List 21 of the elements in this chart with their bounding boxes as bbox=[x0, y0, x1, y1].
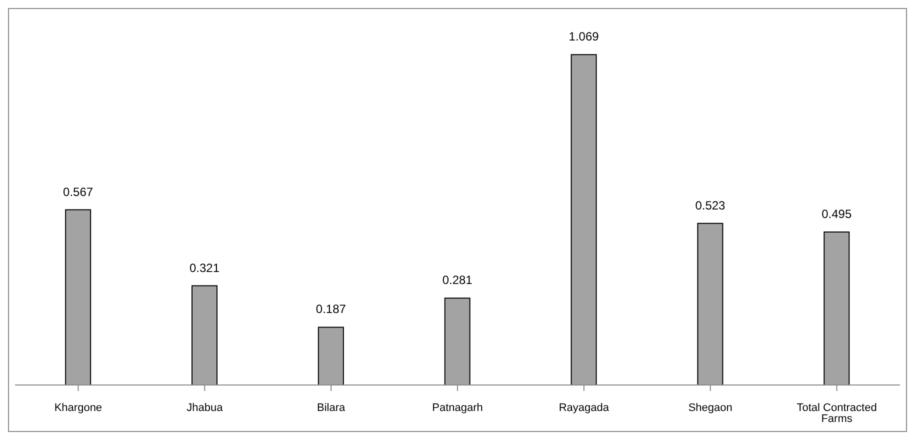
x-tick-label: Jhabua bbox=[186, 402, 224, 414]
x-tick-label: Total Contracted Farms bbox=[796, 402, 877, 425]
bar bbox=[824, 232, 850, 386]
x-tick-label: Patnagarh bbox=[432, 402, 483, 414]
data-label: 0.495 bbox=[822, 207, 852, 222]
x-tick-label: Bilara bbox=[317, 402, 346, 414]
bar bbox=[570, 54, 597, 386]
bar bbox=[318, 326, 344, 386]
bar bbox=[697, 222, 724, 386]
data-label: 0.523 bbox=[695, 198, 726, 212]
data-label: 0.567 bbox=[63, 184, 94, 199]
bar bbox=[444, 298, 470, 386]
data-label: 0.281 bbox=[442, 273, 473, 288]
bar bbox=[192, 285, 218, 386]
data-label: 0.321 bbox=[189, 260, 220, 275]
data-label: 1.069 bbox=[568, 30, 600, 44]
x-tick-label: Shegaon bbox=[688, 402, 732, 414]
x-tick-label: Rayagada bbox=[558, 402, 610, 414]
data-label: 0.187 bbox=[316, 302, 346, 316]
bar bbox=[65, 209, 92, 386]
x-tick-label: Khargone bbox=[54, 402, 102, 414]
